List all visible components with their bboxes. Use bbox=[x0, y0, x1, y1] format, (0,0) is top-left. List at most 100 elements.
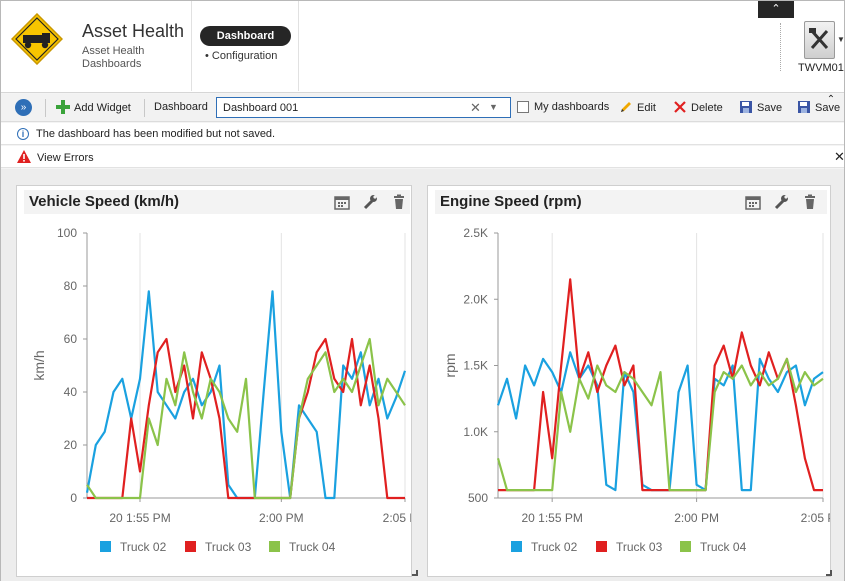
legend-swatch[interactable] bbox=[100, 541, 111, 552]
save-label: Save bbox=[757, 102, 783, 114]
y-tick-label: 2.5K bbox=[463, 226, 488, 240]
y-tick-label: 40 bbox=[64, 385, 78, 399]
vehicle-speed-widget: 0 20 40 60 80 100 km/h 20 1:55 PM 2:00 PM 2:05 PM… bbox=[16, 185, 412, 577]
series-line-truck-03 bbox=[87, 337, 405, 500]
floppy-disk-icon bbox=[740, 101, 752, 113]
delete-button[interactable]: Delete bbox=[673, 100, 723, 116]
edit-label: Edit bbox=[637, 102, 656, 114]
legend-swatch[interactable] bbox=[269, 541, 280, 552]
pencil-icon bbox=[621, 102, 631, 112]
wrench-icon[interactable] bbox=[362, 194, 378, 210]
add-widget-label: Add Widget bbox=[74, 102, 131, 114]
engine-speed-widget: 500 1.0K 1.5K 2.0K 2.5K rpm 20 1:55 PM 2:00 PM 2… bbox=[427, 185, 831, 577]
dashboard-select[interactable]: ✕ ▼ bbox=[216, 97, 511, 118]
y-tick-label: 500 bbox=[468, 491, 488, 505]
y-tick-label: 100 bbox=[57, 226, 77, 240]
calendar-icon[interactable] bbox=[334, 194, 350, 210]
legend-swatch[interactable] bbox=[185, 541, 196, 552]
save-button[interactable]: Save bbox=[739, 100, 782, 116]
y-tick-label: 20 bbox=[64, 438, 78, 452]
y-tick-label: 80 bbox=[64, 279, 78, 293]
chevron-double-right-icon: » bbox=[20, 102, 27, 113]
x-tick-label: 2:05 PM bbox=[383, 511, 411, 525]
y-tick-label: 0 bbox=[70, 491, 77, 505]
y-tick-label: 60 bbox=[64, 332, 78, 346]
wrench-icon[interactable] bbox=[773, 194, 789, 210]
resize-handle[interactable] bbox=[412, 570, 418, 576]
x-tick-label: 2:00 PM bbox=[259, 511, 304, 525]
delete-x-icon bbox=[674, 101, 686, 113]
nav-configuration-label: Configuration bbox=[211, 50, 278, 62]
header-divider bbox=[191, 1, 192, 91]
toolbar-separator bbox=[144, 99, 145, 117]
expand-sidebar-button[interactable]: » bbox=[15, 99, 32, 116]
toolbar: » Add Widget Dashboard ✕ ▼ My dashboards… bbox=[1, 94, 844, 122]
widget-header[interactable]: Vehicle Speed (km/h) bbox=[24, 190, 410, 214]
app-title: Asset Health bbox=[82, 21, 185, 41]
dropdown-arrow-icon[interactable]: ▼ bbox=[489, 102, 498, 112]
legend-swatch[interactable] bbox=[511, 541, 522, 552]
app-subtitle: Asset Health Dashboards bbox=[82, 45, 145, 70]
header-divider bbox=[298, 1, 299, 91]
caret-down-icon[interactable]: ▼ bbox=[837, 35, 845, 44]
chevron-double-up-icon: ⌃ bbox=[771, 3, 781, 15]
collapse-header-button[interactable]: ⌃ bbox=[758, 1, 794, 18]
x-tick-label: 2:05 PM bbox=[801, 511, 830, 525]
dotted-divider bbox=[780, 23, 781, 71]
legend-label[interactable]: Truck 04 bbox=[289, 540, 336, 554]
legend-swatch[interactable] bbox=[680, 541, 691, 552]
nav-configuration[interactable]: • Configuration bbox=[205, 50, 278, 62]
tools-icon bbox=[809, 28, 829, 49]
header: Asset Health Asset Health Dashboards Das… bbox=[1, 1, 845, 93]
save-as-label: Save bbox=[815, 102, 841, 114]
trash-icon[interactable] bbox=[802, 194, 818, 210]
mining-truck-logo-icon bbox=[11, 13, 63, 65]
legend-label[interactable]: Truck 03 bbox=[616, 540, 663, 554]
legend-label[interactable]: Truck 02 bbox=[531, 540, 578, 554]
user-avatar[interactable] bbox=[804, 21, 835, 59]
unsaved-notice-text: The dashboard has been modified but not … bbox=[36, 128, 276, 140]
close-icon[interactable]: ✕ bbox=[834, 149, 845, 164]
view-errors-link[interactable]: View Errors bbox=[37, 152, 94, 164]
legend-swatch[interactable] bbox=[596, 541, 607, 552]
nav-dashboard[interactable]: Dashboard bbox=[200, 26, 291, 46]
toolbar-separator bbox=[45, 99, 46, 117]
calendar-icon[interactable] bbox=[745, 194, 761, 210]
edit-button[interactable]: Edit bbox=[619, 100, 656, 116]
clear-icon[interactable]: ✕ bbox=[470, 100, 481, 115]
widget-actions bbox=[737, 193, 818, 211]
save-as-button[interactable]: Save bbox=[797, 100, 844, 116]
legend-label[interactable]: Truck 04 bbox=[700, 540, 747, 554]
series-line-truck-03 bbox=[498, 278, 823, 492]
dashboard-canvas: 0 20 40 60 80 100 km/h 20 1:55 PM 2:00 PM 2:05 PM… bbox=[1, 169, 844, 581]
legend-label[interactable]: Truck 03 bbox=[205, 540, 252, 554]
y-axis-label: km/h bbox=[31, 350, 47, 380]
my-dashboards-checkbox[interactable] bbox=[517, 101, 529, 113]
info-icon: i bbox=[17, 128, 29, 140]
resize-handle[interactable] bbox=[826, 570, 832, 576]
widget-header[interactable]: Engine Speed (rpm) bbox=[435, 190, 827, 214]
delete-label: Delete bbox=[691, 102, 723, 114]
errors-bar: View Errors ✕ bbox=[1, 146, 845, 168]
dashboard-input[interactable] bbox=[223, 101, 453, 115]
user-name: TWVM01 bbox=[798, 62, 844, 74]
trash-icon[interactable] bbox=[391, 194, 407, 210]
legend-label[interactable]: Truck 02 bbox=[120, 540, 167, 554]
widget-title: Vehicle Speed (km/h) bbox=[29, 193, 180, 210]
x-tick-label: 20 1:55 PM bbox=[521, 511, 582, 525]
y-axis-label: rpm bbox=[442, 353, 458, 377]
floppy-disk-icon bbox=[798, 101, 810, 113]
series-line-truck-04 bbox=[86, 337, 406, 500]
x-tick-label: 20 1:55 PM bbox=[109, 511, 170, 525]
dashboard-label: Dashboard bbox=[154, 101, 208, 113]
y-tick-label: 1.5K bbox=[463, 359, 488, 373]
add-widget-button[interactable]: Add Widget bbox=[56, 100, 131, 116]
collapse-toolbar-icon[interactable]: ⌃ bbox=[826, 94, 836, 105]
widget-title: Engine Speed (rpm) bbox=[440, 193, 582, 210]
series-line-truck-04 bbox=[496, 357, 824, 492]
engine-speed-chart: 500 1.0K 1.5K 2.0K 2.5K rpm 20 1:55 PM 2:00 PM 2… bbox=[442, 226, 830, 554]
vehicle-speed-chart: 0 20 40 60 80 100 km/h 20 1:55 PM 2:00 PM 2:05 PM… bbox=[31, 226, 411, 554]
my-dashboards-label: My dashboards bbox=[534, 101, 610, 113]
x-tick-label: 2:00 PM bbox=[674, 511, 719, 525]
